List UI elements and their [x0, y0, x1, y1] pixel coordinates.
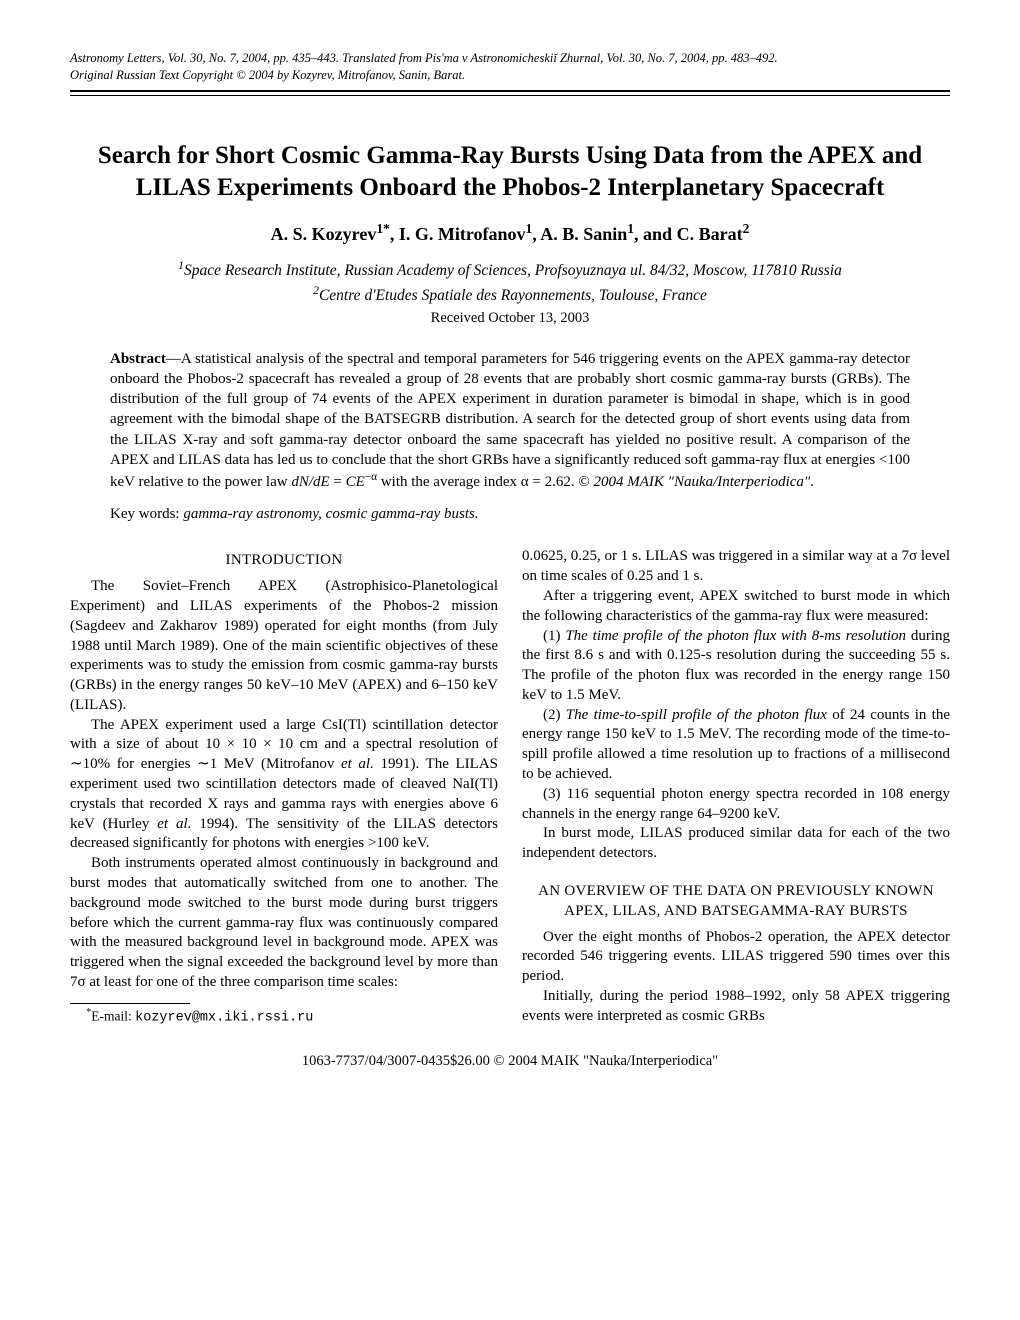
footnote-email: *E-mail: kozyrev@mx.iki.rssi.ru: [70, 1006, 498, 1027]
affiliation-1: 1Space Research Institute, Russian Acade…: [70, 257, 950, 282]
header-rule-thick: [70, 90, 950, 92]
meta-line-1: Astronomy Letters, Vol. 30, No. 7, 2004,…: [70, 50, 950, 67]
paper-title: Search for Short Cosmic Gamma-Ray Bursts…: [70, 140, 950, 205]
col2-para-1: 0.0625, 0.25, or 1 s. LILAS was triggere…: [522, 547, 950, 587]
body-columns: INTRODUCTION The Soviet–French APEX (Ast…: [70, 547, 950, 1027]
page: Astronomy Letters, Vol. 30, No. 7, 2004,…: [0, 0, 1020, 1110]
authors: A. S. Kozyrev1*, I. G. Mitrofanov1, A. B…: [70, 221, 950, 245]
abstract-label: Abstract: [110, 351, 166, 367]
col2-item-2: (2) The time-to-spill profile of the pho…: [522, 706, 950, 785]
footnote-rule: [70, 1003, 190, 1004]
intro-para-3: Both instruments operated almost continu…: [70, 854, 498, 993]
meta-line-2: Original Russian Text Copyright © 2004 b…: [70, 67, 950, 84]
intro-para-1: The Soviet–French APEX (Astrophisico-Pla…: [70, 577, 498, 716]
page-footer: 1063-7737/04/3007-0435$26.00 © 2004 MAIK…: [70, 1053, 950, 1070]
section-head-overview: AN OVERVIEW OF THE DATA ON PREVIOUSLY KN…: [522, 882, 950, 922]
col2-para-3: In burst mode, LILAS produced similar da…: [522, 824, 950, 864]
journal-meta: Astronomy Letters, Vol. 30, No. 7, 2004,…: [70, 50, 950, 84]
section-head-introduction: INTRODUCTION: [70, 551, 498, 571]
col2-item-1: (1) The time profile of the photon flux …: [522, 627, 950, 706]
keywords: Key words: gamma-ray astronomy, cosmic g…: [110, 506, 910, 523]
overview-para-2: Initially, during the period 1988–1992, …: [522, 987, 950, 1027]
abstract-text: —A statistical analysis of the spectral …: [110, 351, 910, 491]
intro-para-2: The APEX experiment used a large CsI(Tl)…: [70, 716, 498, 855]
received-date: Received October 13, 2003: [70, 310, 950, 327]
col2-para-2: After a triggering event, APEX switched …: [522, 587, 950, 627]
overview-para-1: Over the eight months of Phobos-2 operat…: [522, 928, 950, 987]
abstract: Abstract—A statistical analysis of the s…: [110, 349, 910, 493]
col2-item-3: (3) 116 sequential photon energy spectra…: [522, 785, 950, 825]
header-rule-thin: [70, 95, 950, 96]
affiliation-2: 2Centre d'Etudes Spatiale des Rayonnemen…: [70, 282, 950, 307]
